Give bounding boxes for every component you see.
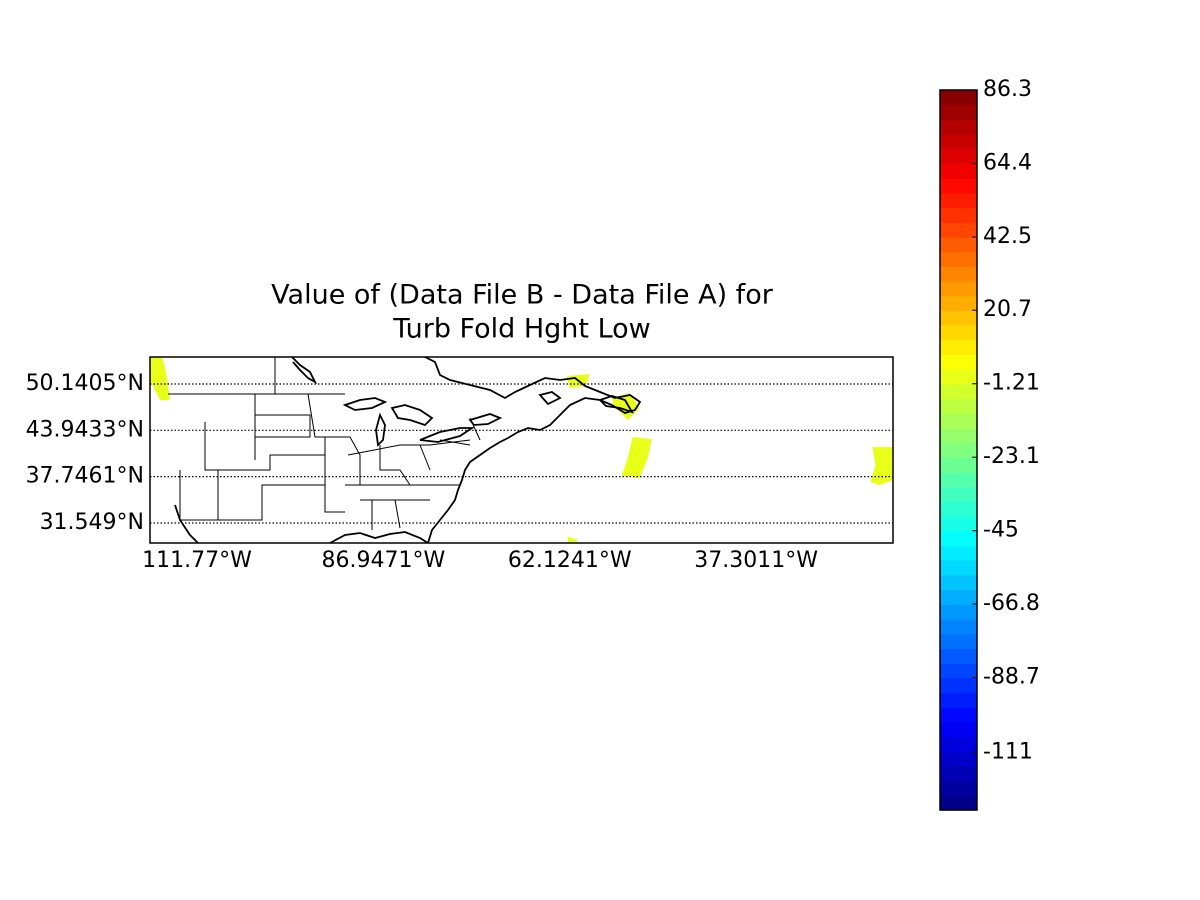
basemap [168, 357, 642, 543]
colorbar-band [940, 442, 977, 458]
x-tick-label: 111.77°W [142, 548, 252, 573]
colorbar-band [940, 765, 977, 782]
data-layer [150, 357, 893, 543]
colorbar-tick-label: -23.1 [983, 444, 1040, 469]
colorbar-tick-label: -88.7 [983, 664, 1040, 689]
colorbar-tick-label: 20.7 [983, 297, 1032, 322]
data-region [567, 536, 578, 543]
colorbar-tick-label: 42.5 [983, 224, 1032, 249]
colorbar-band [940, 707, 977, 723]
data-region [611, 393, 640, 421]
colorbar-tick-label: -111 [983, 739, 1033, 764]
colorbar-band [940, 663, 977, 679]
colorbar-band [940, 604, 977, 620]
colorbar-band [940, 207, 977, 223]
state-borders [168, 357, 481, 530]
coastline [174, 504, 199, 543]
colorbar-band [940, 618, 977, 635]
y-tick-label: 31.549°N [40, 510, 144, 535]
colorbar-frame [939, 89, 978, 811]
colorbar-band [940, 339, 977, 356]
y-tick-label: 50.1405°N [26, 371, 144, 396]
colorbar-band [940, 236, 977, 253]
colorbar-band [940, 795, 977, 811]
colorbar-band [940, 589, 977, 605]
colorbar-band [940, 633, 977, 649]
grid [150, 383, 893, 524]
coastline [329, 531, 429, 543]
colorbar-band [940, 90, 977, 106]
colorbar-band [940, 222, 977, 238]
colorbar-tick-label: -66.8 [983, 591, 1040, 616]
colorbar-tick-label: -45 [983, 518, 1019, 543]
colorbar [939, 89, 978, 811]
colorbar-band [940, 354, 977, 370]
colorbar-band [940, 457, 977, 473]
colorbar-tick-label: -1.21 [983, 371, 1040, 396]
colorbar-band [940, 560, 977, 576]
colorbar-band [940, 692, 977, 708]
colorbar-band [940, 413, 977, 429]
colorbar-band [940, 281, 977, 297]
colorbar-band [940, 369, 977, 385]
colorbar-band [940, 545, 977, 561]
colorbar-tick-label: 86.3 [983, 77, 1032, 102]
colorbar-band [940, 119, 977, 135]
data-region [621, 437, 652, 479]
colorbar-band [940, 427, 977, 444]
colorbar-band [940, 516, 977, 532]
colorbar-band [940, 574, 977, 591]
colorbar-band [940, 178, 977, 194]
colorbar-band [940, 163, 977, 179]
colorbar-band [940, 104, 977, 120]
coastline [291, 357, 318, 385]
colorbar-band [940, 677, 977, 694]
colorbar-band [940, 266, 977, 282]
y-tick-label: 43.9433°N [26, 417, 144, 442]
data-region [150, 357, 170, 401]
map-frame [149, 356, 894, 544]
colorbar-band [940, 736, 977, 752]
x-tick-label: 86.9471°W [322, 548, 446, 573]
colorbar-band [940, 721, 977, 738]
colorbar-band [940, 192, 977, 209]
colorbar-band [940, 383, 977, 400]
data-region [870, 447, 893, 486]
colorbar-band [940, 148, 977, 165]
colorbar-band [940, 251, 977, 267]
chart-title: Value of (Data File B - Data File A) for [271, 280, 774, 311]
colorbar-band [940, 780, 977, 796]
colorbar-band [940, 325, 977, 341]
chart-title: Turb Fold Hght Low [392, 314, 651, 345]
x-tick-label: 62.1241°W [508, 548, 632, 573]
colorbar-band [940, 398, 977, 414]
coastline [538, 391, 634, 414]
colorbar-band [940, 751, 977, 767]
colorbar-tick-label: 64.4 [983, 151, 1032, 176]
colorbar-band [940, 472, 977, 488]
colorbar-band [940, 486, 977, 503]
x-tick-label: 37.3011°W [694, 548, 818, 573]
y-tick-label: 37.7461°N [26, 464, 144, 489]
lakes [342, 397, 503, 447]
colorbar-band [940, 295, 977, 312]
colorbar-band [940, 134, 977, 150]
colorbar-band [940, 530, 977, 547]
colorbar-band [940, 648, 977, 664]
coastline [424, 357, 642, 543]
colorbar-band [940, 310, 977, 326]
colorbar-band [940, 501, 977, 517]
